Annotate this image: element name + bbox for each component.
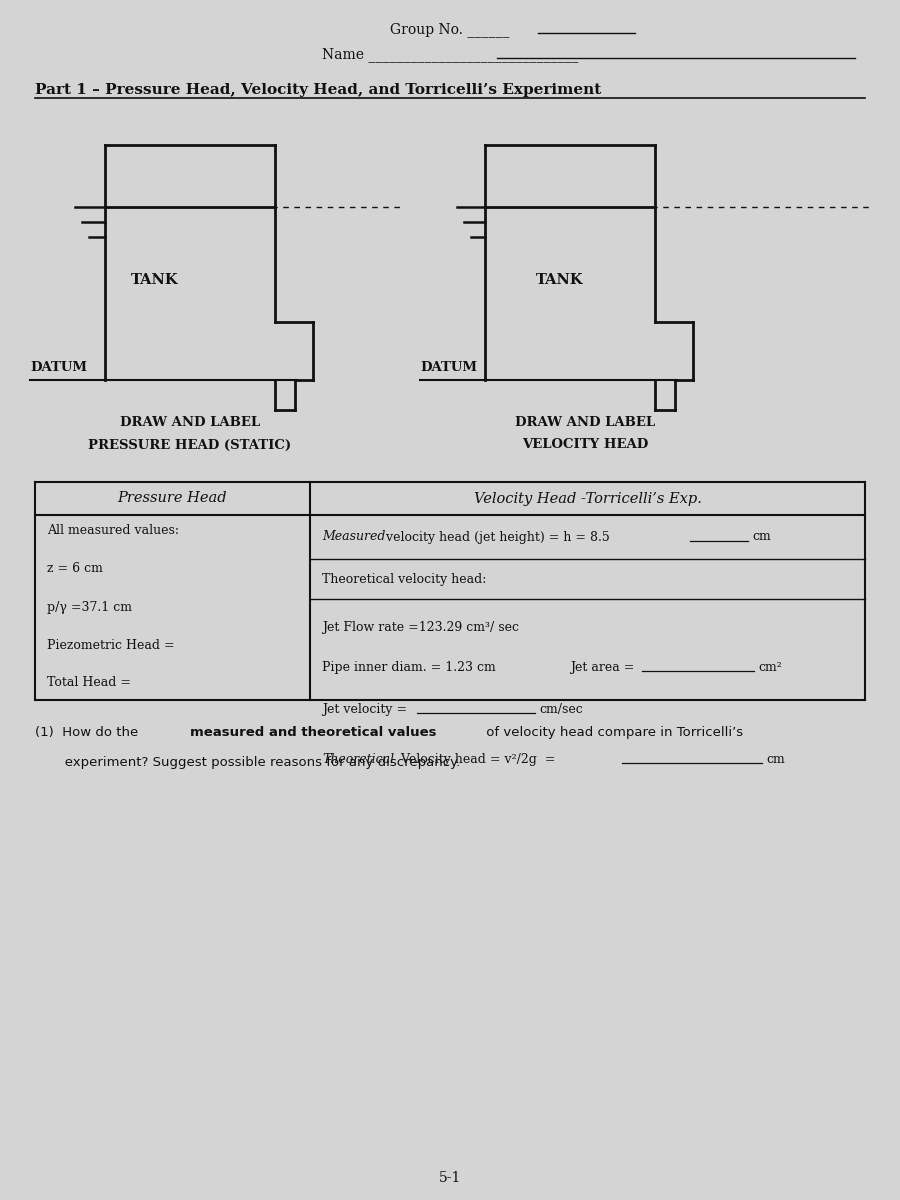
Text: p/γ =37.1 cm: p/γ =37.1 cm <box>47 600 132 613</box>
Text: cm/sec: cm/sec <box>539 702 583 715</box>
Text: z = 6 cm: z = 6 cm <box>47 563 103 576</box>
Text: Measured: Measured <box>322 530 385 544</box>
Text: Jet area =: Jet area = <box>570 660 638 673</box>
Text: of velocity head compare in Torricelli’s: of velocity head compare in Torricelli’s <box>482 726 743 739</box>
Text: PRESSURE HEAD (STATIC): PRESSURE HEAD (STATIC) <box>88 438 292 451</box>
Text: Jet Flow rate =123.29 cm³/ sec: Jet Flow rate =123.29 cm³/ sec <box>322 620 519 634</box>
Text: Velocity head = v²/2g  =: Velocity head = v²/2g = <box>397 752 560 766</box>
Text: DRAW AND LABEL: DRAW AND LABEL <box>120 415 260 428</box>
Text: (1)  How do the: (1) How do the <box>35 726 142 739</box>
Text: Total Head =: Total Head = <box>47 677 131 690</box>
Text: Theoretical velocity head:: Theoretical velocity head: <box>322 572 486 586</box>
Text: DATUM: DATUM <box>30 361 87 374</box>
Text: measured and theoretical values: measured and theoretical values <box>190 726 436 739</box>
Text: 5-1: 5-1 <box>439 1171 461 1186</box>
Text: DRAW AND LABEL: DRAW AND LABEL <box>515 415 655 428</box>
Text: VELOCITY HEAD: VELOCITY HEAD <box>522 438 648 451</box>
Text: DATUM: DATUM <box>420 361 477 374</box>
Text: Jet velocity =: Jet velocity = <box>322 702 411 715</box>
Text: All measured values:: All measured values: <box>47 524 179 538</box>
Text: Pressure Head: Pressure Head <box>118 492 228 505</box>
Text: Part 1 – Pressure Head, Velocity Head, and Torricelli’s Experiment: Part 1 – Pressure Head, Velocity Head, a… <box>35 83 601 97</box>
Text: Name ______________________________: Name ______________________________ <box>322 48 578 62</box>
Text: cm: cm <box>766 752 785 766</box>
Text: Piezometric Head =: Piezometric Head = <box>47 638 175 652</box>
Text: cm²: cm² <box>758 660 782 673</box>
Text: experiment? Suggest possible reasons for any discrepancy.: experiment? Suggest possible reasons for… <box>35 756 460 769</box>
Text: Theoretical: Theoretical <box>322 752 394 766</box>
Text: TANK: TANK <box>131 274 179 287</box>
Text: velocity head (jet height) = h = 8.5: velocity head (jet height) = h = 8.5 <box>382 530 610 544</box>
Text: Velocity Head -Torricelli’s Exp.: Velocity Head -Torricelli’s Exp. <box>473 492 701 505</box>
Text: cm: cm <box>752 530 770 544</box>
Text: Group No. ______: Group No. ______ <box>391 23 509 37</box>
Text: TANK: TANK <box>536 274 584 287</box>
Text: Pipe inner diam. = 1.23 cm: Pipe inner diam. = 1.23 cm <box>322 660 496 673</box>
